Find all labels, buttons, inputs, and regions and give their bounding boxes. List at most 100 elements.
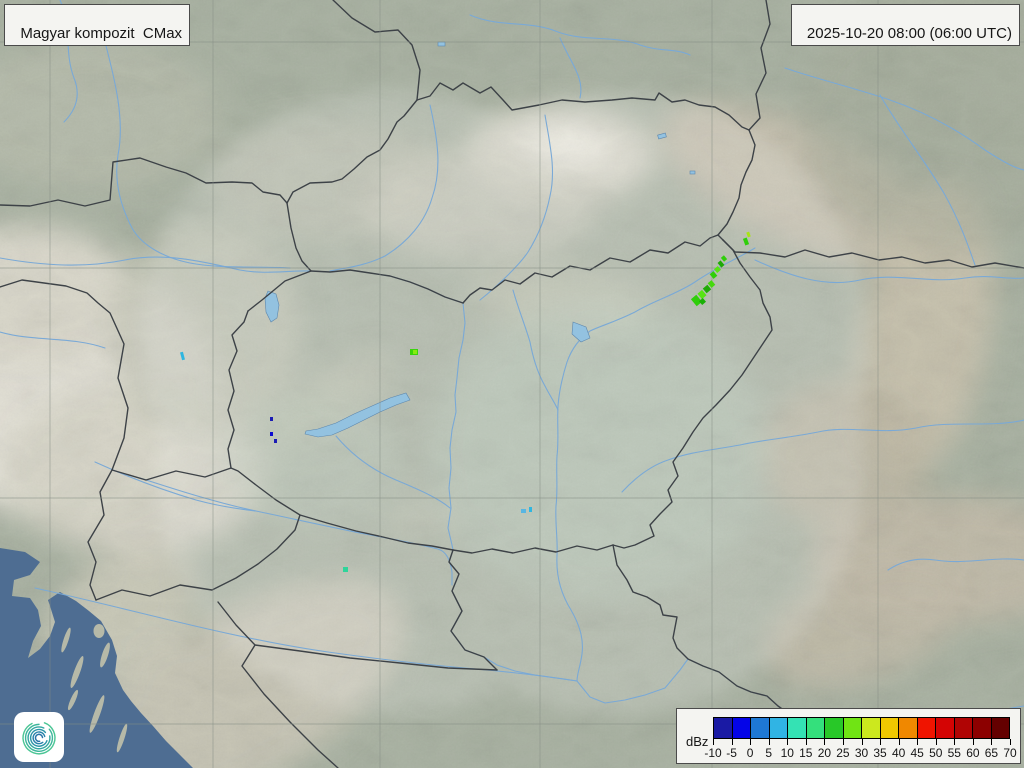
border-hu-ro <box>612 239 773 549</box>
radar-echo <box>690 294 703 307</box>
legend-tick-mark <box>991 739 993 745</box>
lakes-layer <box>264 41 696 438</box>
legend-color-box <box>879 717 899 739</box>
legend-color-box <box>842 717 862 739</box>
river-drava <box>139 477 453 586</box>
lake-small-1 <box>437 41 446 47</box>
legend-tick-mark <box>898 739 900 745</box>
legend-tick-label: 45 <box>910 746 924 760</box>
legend-tick-label: 55 <box>947 746 961 760</box>
legend-color-box <box>731 717 751 739</box>
legend-tick-label: 5 <box>765 746 773 760</box>
radar-echo <box>180 351 185 361</box>
river-olt <box>887 558 1024 571</box>
legend-tick-mark <box>768 739 770 745</box>
border-at-sk <box>286 202 312 272</box>
border-sk-pl <box>416 82 750 131</box>
legend-tick-label: 60 <box>966 746 980 760</box>
radar-echo <box>270 417 273 421</box>
legend-tick-mark <box>954 739 956 745</box>
legend-tick-labels: -10 -5 0 5 10 15 20 25 30 35 40 45 50 55 60 65 70 <box>704 746 1016 760</box>
legend-color-box <box>750 717 770 739</box>
border-pl-ua <box>748 0 771 131</box>
river-vistula <box>469 14 691 56</box>
radar-echo <box>709 271 718 279</box>
legend-tick-label: 15 <box>799 746 813 760</box>
legend-color-box <box>935 717 955 739</box>
border-sk-ua <box>717 129 756 236</box>
river-mures <box>621 419 1024 493</box>
river-prut <box>879 94 976 266</box>
river-somes <box>754 259 1024 284</box>
radar-echo <box>707 280 716 288</box>
legend-tick-label: 65 <box>984 746 999 760</box>
legend-tick-mark <box>787 739 789 745</box>
radar-echo <box>270 432 273 436</box>
radar-echo <box>521 509 526 513</box>
border-at-si <box>111 467 232 481</box>
river-morava <box>104 41 291 269</box>
legend-color-box <box>953 717 973 739</box>
radar-echo <box>746 231 751 238</box>
legend-color-box <box>972 717 992 739</box>
legend-color-box <box>861 717 881 739</box>
border-ua-ro <box>722 239 1024 269</box>
legend-tick-mark <box>1010 739 1011 745</box>
border-hu-rs <box>452 544 614 554</box>
timestamp-box: 2025-10-20 08:00 (06:00 UTC) <box>790 4 1020 46</box>
border-rs-ro <box>612 544 793 717</box>
product-label-box: Magyar kompozit CMax <box>4 4 191 46</box>
legend-tick-mark <box>972 739 974 745</box>
river-vah <box>329 104 439 272</box>
legend-tick-label: 30 <box>854 746 869 760</box>
legend-color-box <box>768 717 788 739</box>
radar-echo <box>529 507 532 512</box>
legend-color-box <box>824 717 844 739</box>
radar-echo <box>720 255 728 262</box>
radar-echo <box>413 350 417 354</box>
legend-tick-label: 70 <box>1003 746 1017 760</box>
lake-small-2 <box>689 170 696 175</box>
radar-echo <box>698 297 707 306</box>
legend-color-box <box>916 717 936 739</box>
border-cz-sk <box>286 99 418 204</box>
border-hu-sk-danube <box>310 269 464 304</box>
legend-tick-mark <box>935 739 937 745</box>
radar-echo <box>343 567 348 572</box>
river-sio <box>335 435 451 509</box>
legend-tick-label: -5 <box>726 746 737 760</box>
legend-tick-label: 25 <box>836 746 850 760</box>
lake-balaton <box>304 392 411 438</box>
radar-echo <box>742 237 750 246</box>
legend-tick-mark <box>842 739 844 745</box>
river-hron <box>479 114 554 301</box>
border-it-si <box>87 469 113 601</box>
border-hr-ba-sava <box>254 644 498 671</box>
legend-unit-label: dBz <box>686 734 709 749</box>
legend-tick-label: 40 <box>891 746 906 760</box>
legend-tick-label: 35 <box>873 746 887 760</box>
border-at-hu <box>247 270 312 312</box>
river-tisza <box>555 247 756 682</box>
legend-tick-label: 20 <box>817 746 832 760</box>
radar-echo <box>713 265 722 274</box>
legend-tick-mark <box>880 739 882 745</box>
border-hu-ua <box>717 234 724 241</box>
river-sava <box>34 587 578 682</box>
radar-echo <box>697 289 707 300</box>
lake-orava <box>657 132 667 140</box>
legend-tick-label: 10 <box>780 746 794 760</box>
border-hu-hr <box>230 467 454 551</box>
legend-tick-mark <box>805 739 807 745</box>
river-zagyva <box>512 289 559 411</box>
legend-tick-mark <box>731 739 733 745</box>
legend-tick-mark <box>713 739 714 745</box>
river-enns <box>0 331 106 349</box>
legend-tick-mark <box>917 739 919 745</box>
timestamp-label: 2025-10-20 08:00 (06:00 UTC) <box>806 25 1012 42</box>
croatian-islands <box>61 624 128 753</box>
border-hu-west <box>227 310 249 469</box>
legend-color-box <box>805 717 825 739</box>
